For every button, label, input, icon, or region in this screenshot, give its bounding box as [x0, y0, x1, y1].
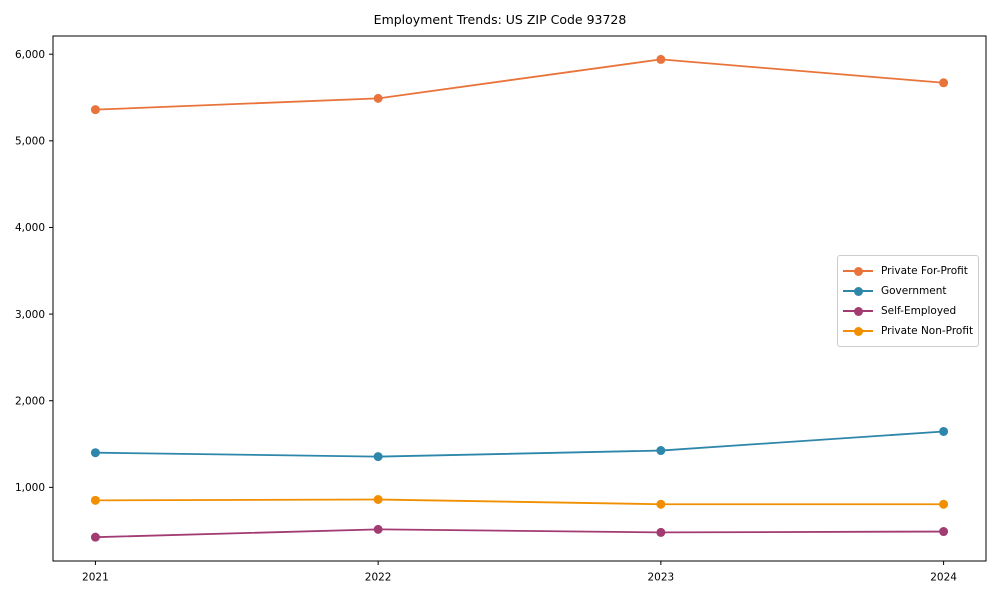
data-point-self-employed-2024 [939, 527, 949, 537]
legend-label: Private Non-Profit [881, 325, 974, 337]
legend-line-marker-icon [843, 286, 873, 296]
x-tick-label: 2021 [82, 572, 109, 584]
legend-label: Government [881, 285, 947, 297]
legend-dot-icon [853, 326, 863, 336]
legend-line-marker-icon [843, 266, 873, 276]
y-tick-label: 4,000 [15, 222, 45, 234]
y-tick-label: 1,000 [15, 482, 45, 494]
data-point-private-non-profit-2023 [656, 499, 666, 509]
y-tick-label: 5,000 [15, 136, 45, 148]
series-line-self-employed [94, 528, 945, 539]
legend-dot-icon [853, 286, 863, 296]
legend-label: Private For-Profit [881, 265, 968, 277]
y-tick-label: 2,000 [15, 395, 45, 407]
legend-line-marker-icon [843, 326, 873, 336]
data-point-private-for-profit-2022 [373, 93, 383, 103]
data-point-government-2023 [656, 446, 666, 456]
legend-item-private-non-profit: Private Non-Profit [843, 321, 974, 341]
series-line-private-non-profit [94, 498, 945, 506]
data-point-private-for-profit-2023 [656, 54, 666, 64]
legend-item-government: Government [843, 281, 972, 301]
data-point-government-2024 [939, 426, 949, 436]
data-point-self-employed-2023 [656, 527, 666, 537]
data-point-private-non-profit-2024 [939, 499, 949, 509]
data-point-government-2021 [90, 448, 100, 458]
y-tick-label: 3,000 [15, 309, 45, 321]
data-point-private-for-profit-2024 [939, 78, 949, 88]
data-point-private-for-profit-2021 [90, 105, 100, 115]
legend-item-self-employed: Self-Employed [843, 301, 972, 321]
x-tick-label: 2023 [647, 572, 674, 584]
x-tick-label: 2022 [365, 572, 392, 584]
data-point-self-employed-2021 [90, 532, 100, 542]
series-line-private-for-profit [94, 58, 945, 111]
legend: Private For-Profit Government Self-Emplo… [837, 255, 979, 347]
legend-label: Self-Employed [881, 305, 957, 317]
series-line-government [94, 430, 945, 458]
legend-item-private-for-profit: Private For-Profit [843, 261, 972, 281]
x-tick-label: 2024 [930, 572, 957, 584]
data-point-self-employed-2022 [373, 524, 383, 534]
chart-title: Employment Trends: US ZIP Code 93728 [373, 12, 627, 27]
axes-spines [52, 35, 987, 562]
legend-dot-icon [853, 306, 863, 316]
legend-dot-icon [853, 266, 863, 276]
y-tick-label: 6,000 [15, 49, 45, 61]
data-point-private-non-profit-2022 [373, 494, 383, 504]
legend-line-marker-icon [843, 306, 873, 316]
data-point-private-non-profit-2021 [90, 495, 100, 505]
data-point-government-2022 [373, 452, 383, 462]
